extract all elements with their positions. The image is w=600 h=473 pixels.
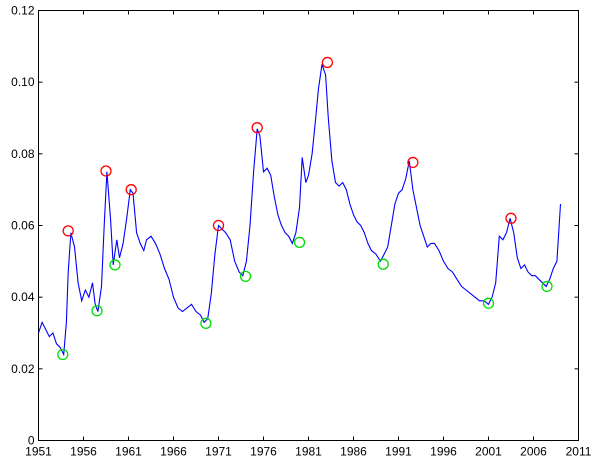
x-tick-label: 1986 — [340, 445, 367, 459]
y-tick-label: 0.06 — [11, 219, 35, 233]
y-tick-label: 0.10 — [11, 75, 35, 89]
series-line — [37, 64, 562, 357]
peak-marker — [125, 184, 137, 196]
peak-marker — [100, 165, 112, 177]
y-tick-label: 0.08 — [11, 147, 35, 161]
trough-marker — [57, 348, 69, 361]
marker-layer — [57, 56, 553, 361]
x-tick-label: 1961 — [115, 445, 142, 459]
series-layer — [37, 64, 562, 357]
trough-marker — [541, 280, 553, 293]
trough-marker — [91, 305, 103, 317]
trough-marker — [200, 317, 212, 329]
trough-marker — [239, 270, 252, 283]
x-tick-label: 1971 — [205, 445, 232, 459]
trough-marker — [482, 297, 495, 309]
x-tick-label: 1966 — [160, 445, 187, 459]
peak-marker — [251, 122, 263, 134]
x-tick-label: 1981 — [295, 445, 322, 459]
x-tick-label: 2011 — [566, 445, 592, 459]
peak-marker — [212, 219, 225, 232]
x-tick-label: 1976 — [250, 445, 277, 459]
x-tick-label: 2001 — [475, 445, 502, 459]
peak-marker — [321, 56, 334, 69]
x-tick-label: 1956 — [70, 445, 97, 459]
trough-marker — [377, 258, 389, 270]
peak-marker — [62, 225, 74, 237]
peak-marker — [505, 212, 517, 224]
plot-frame — [38, 10, 579, 441]
x-tick-label: 2006 — [520, 445, 547, 459]
y-tick-label: 0.04 — [11, 290, 35, 304]
y-tick-label: 0.12 — [11, 4, 35, 18]
x-tick-label: 1991 — [385, 445, 412, 459]
y-axis-ticks: 0 0.02 0.04 0.06 0.08 0.10 0.12 — [11, 4, 579, 448]
y-tick-label: 0.02 — [11, 362, 35, 376]
x-tick-label: 1996 — [430, 445, 457, 459]
x-axis-ticks: 1951 1956 1961 1966 1971 1976 1981 1986 1991 1996… — [25, 10, 592, 459]
peak-marker — [407, 156, 419, 169]
y-tick-label: 0 — [28, 434, 35, 448]
trough-marker — [293, 236, 306, 248]
x-tick-label: 1951 — [25, 445, 52, 459]
trough-marker — [109, 259, 121, 271]
